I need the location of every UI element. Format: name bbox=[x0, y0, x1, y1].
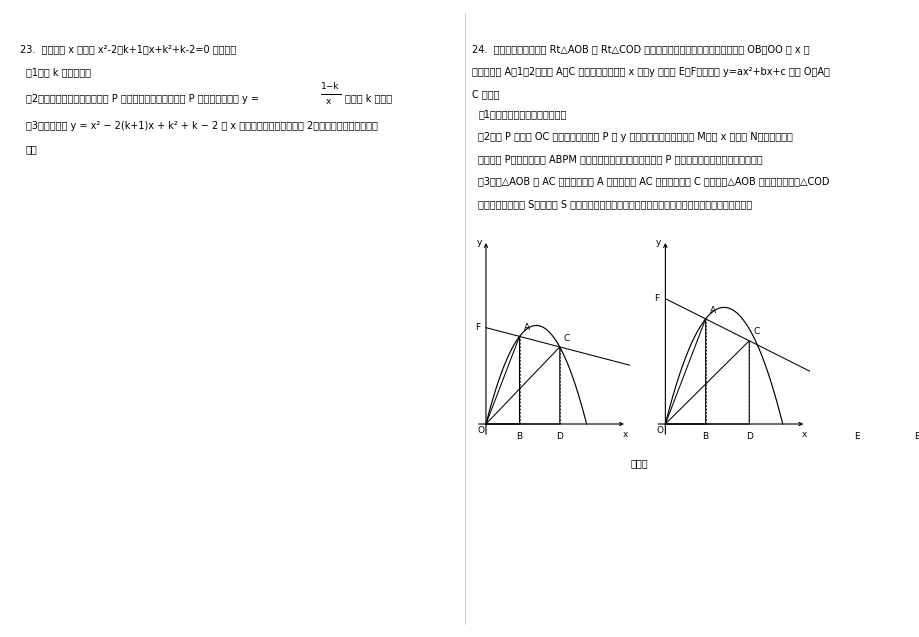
Text: F: F bbox=[474, 323, 480, 332]
Text: 23.  已知关于 x 的方程 x²-2（k+1）x+k²+k-2=0 有实根。: 23. 已知关于 x 的方程 x²-2（k+1）x+k²+k-2=0 有实根。 bbox=[20, 45, 236, 55]
Text: x: x bbox=[325, 97, 331, 106]
Text: F: F bbox=[653, 294, 659, 303]
Text: 24.  如图，把两个全等的 Rt△AOB 和 Rt△COD 分别置于平面直角坐标系中，使直角边 OB、OO 在 x 轴: 24. 如图，把两个全等的 Rt△AOB 和 Rt△COD 分别置于平面直角坐标… bbox=[471, 45, 809, 55]
Text: 上，求 k 的値。: 上，求 k 的値。 bbox=[345, 94, 391, 104]
Text: A: A bbox=[709, 306, 715, 315]
Text: x: x bbox=[801, 431, 806, 440]
Text: D: D bbox=[556, 432, 562, 441]
Text: C: C bbox=[753, 327, 759, 336]
Text: （1）求该抛物线的函数解析式；: （1）求该抛物线的函数解析式； bbox=[478, 110, 566, 120]
Text: （2）点 P 为线段 OC 上一个动点，过点 P 作 y 轴的平行线交抛物线于点 M，交 x 轴于点 N，问是否存在: （2）点 P 为线段 OC 上一个动点，过点 P 作 y 轴的平行线交抛物线于点… bbox=[478, 132, 792, 142]
Text: C 三点。: C 三点。 bbox=[471, 89, 499, 99]
Text: 重叠部分面积记为 S，试探究 S 是否存在最大値？若存在，求出这个最大値；若不存在，请说明理由。: 重叠部分面积记为 S，试探究 S 是否存在最大値？若存在，求出这个最大値；若不存… bbox=[478, 199, 752, 209]
Text: 上。已知点 A（1，2），过 A、C 两点的直线分别交 x 轴、y 轴于点 E、F，抛物线 y=ax²+bx+c 经过 O、A、: 上。已知点 A（1，2），过 A、C 两点的直线分别交 x 轴、y 轴于点 E、… bbox=[471, 67, 829, 77]
Text: （1）求 k 的取値范围: （1）求 k 的取値范围 bbox=[26, 67, 91, 77]
Text: C: C bbox=[563, 334, 570, 343]
Text: 备用图: 备用图 bbox=[630, 459, 648, 469]
Text: y: y bbox=[655, 238, 661, 247]
Text: （3）若抛物线 y = x² − 2(k+1)x + k² + k − 2 在 x 轴上截得弦的线段长等于 2，试确定该抛物线的解析: （3）若抛物线 y = x² − 2(k+1)x + k² + k − 2 在 … bbox=[26, 121, 377, 131]
Text: （2）若以此方程的两根作为点 P 的横坐标、纵坐标，且点 P 恰好落在双曲线 y =: （2）若以此方程的两根作为点 P 的横坐标、纵坐标，且点 P 恰好落在双曲线 y… bbox=[26, 94, 258, 104]
Text: E: E bbox=[853, 432, 858, 441]
Text: A: A bbox=[523, 323, 529, 332]
Text: B: B bbox=[516, 432, 522, 441]
Text: 这样的点 P，使得四边形 ABPM 为等腰梯形？若存在，求此时点 P 的坐标；若不存在，请说明理由。: 这样的点 P，使得四边形 ABPM 为等腰梯形？若存在，求此时点 P 的坐标；若… bbox=[478, 154, 762, 164]
Text: D: D bbox=[745, 432, 752, 441]
Text: y: y bbox=[476, 238, 482, 247]
Text: O: O bbox=[477, 426, 483, 435]
Text: 1−k: 1−k bbox=[321, 82, 339, 91]
Text: 式。: 式。 bbox=[26, 145, 38, 155]
Text: （3）若△AOB 沿 AC 方向平移（点 A 始终在线段 AC 上，且不与点 C 重合），△AOB 在平移过程中与△COD: （3）若△AOB 沿 AC 方向平移（点 A 始终在线段 AC 上，且不与点 C… bbox=[478, 176, 829, 187]
Text: x: x bbox=[622, 431, 627, 440]
Text: O: O bbox=[656, 426, 663, 435]
Text: E: E bbox=[913, 432, 918, 441]
Text: B: B bbox=[702, 432, 708, 441]
